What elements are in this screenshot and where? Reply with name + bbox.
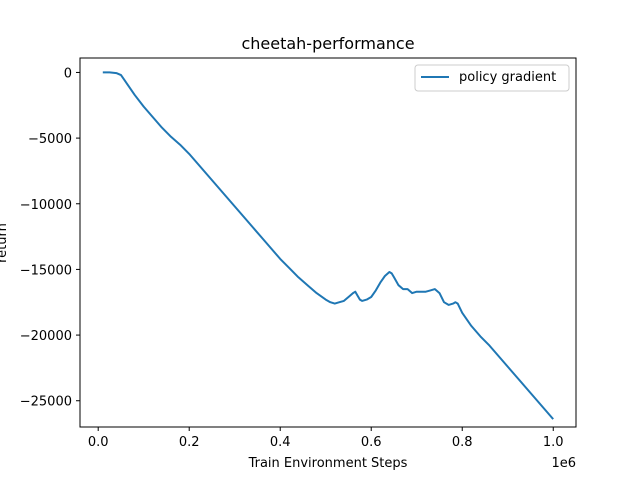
y-tick-label: −25000 <box>20 395 72 410</box>
x-offset-label: 1e6 <box>551 456 576 471</box>
x-axis: 0.0 0.2 0.4 0.6 0.8 1.0 <box>88 427 564 450</box>
y-tick-label: −15000 <box>20 263 72 278</box>
chart-title: cheetah-performance <box>241 34 414 53</box>
legend-box <box>414 64 570 92</box>
y-tick-label: 0 <box>64 66 72 81</box>
x-tick-label: 0.8 <box>452 435 473 450</box>
plot-area <box>79 57 577 428</box>
x-tick-label: 0.6 <box>361 435 382 450</box>
y-tick-label: −20000 <box>20 329 72 344</box>
y-axis-label: return <box>0 223 10 263</box>
x-axis-label: Train Environment Steps <box>248 456 408 471</box>
x-tick-label: 0.0 <box>88 435 109 450</box>
legend-label-policy-gradient: policy gradient <box>459 70 556 85</box>
x-tick-label: 0.4 <box>270 435 291 450</box>
series-line-policy-gradient <box>102 71 554 420</box>
series-layer <box>102 71 554 420</box>
y-tick-label: −5000 <box>28 132 72 147</box>
y-axis: 0 −5000 −10000 −15000 −20000 −25000 <box>20 66 80 410</box>
legend: policy gradient <box>414 64 570 92</box>
x-tick-label: 1.0 <box>543 435 564 450</box>
x-tick-label: 0.2 <box>179 435 200 450</box>
y-tick-label: −10000 <box>20 198 72 213</box>
